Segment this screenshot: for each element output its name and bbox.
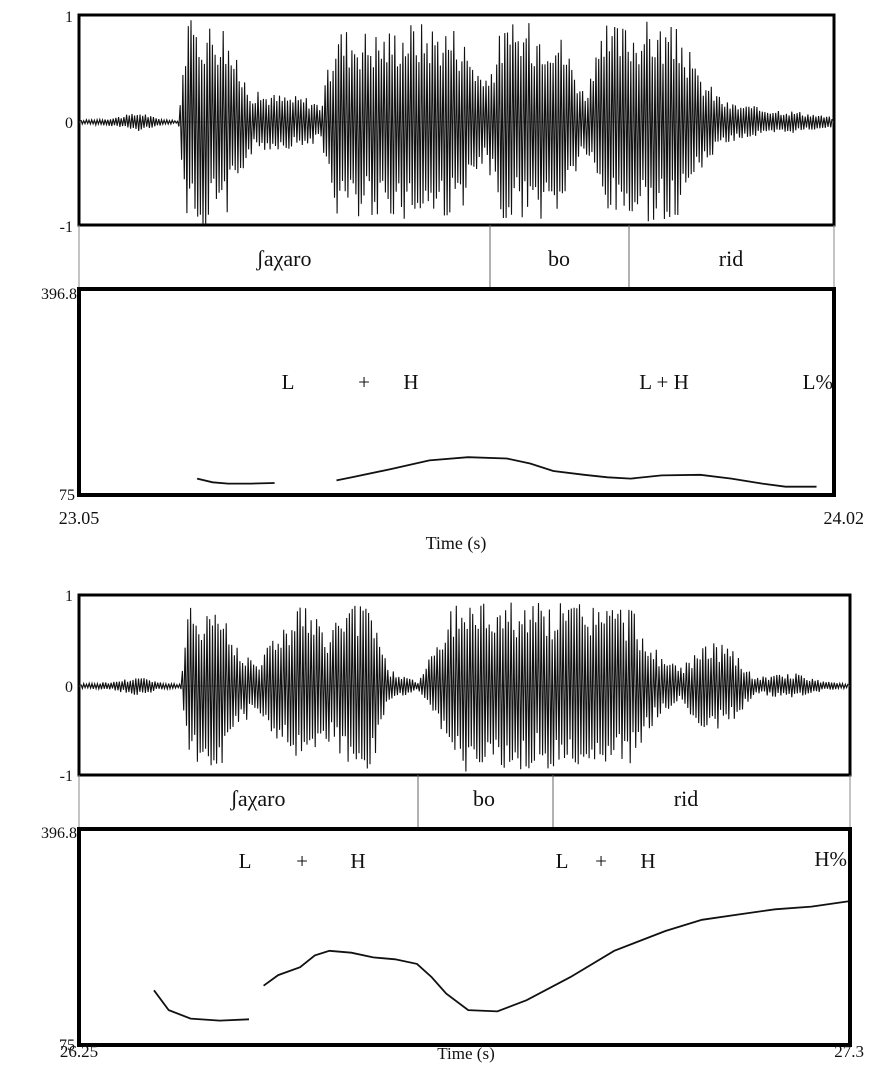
p1-pitch-frame bbox=[77, 287, 836, 497]
p1-tone-label: L% bbox=[803, 370, 833, 394]
p1-tone-label: L bbox=[282, 370, 295, 394]
p1-tone-label: H bbox=[403, 370, 418, 394]
p2-wave-tick-bottom: -1 bbox=[60, 768, 73, 785]
p1-x-axis-label: Time (s) bbox=[426, 533, 487, 554]
p1-syllable-label: rid bbox=[719, 246, 743, 271]
p2-pitch-tick-bottom: 75 bbox=[59, 1037, 75, 1054]
p2-pitch-tick-top: 396.8 bbox=[41, 825, 77, 842]
p1-pitch-tick-top: 396.8 bbox=[41, 286, 77, 303]
p2-wave-tick-zero: 0 bbox=[65, 679, 73, 696]
p1-pitch-segment bbox=[336, 456, 817, 488]
p1-pitch-tick-bottom: 75 bbox=[59, 487, 75, 504]
p2-waveform-frame bbox=[77, 593, 852, 777]
panel-2: 1 0 -1 ʃaχaro bo rid 396.8 75 L + H L + … bbox=[41, 588, 864, 1063]
p2-waveform bbox=[80, 602, 849, 772]
p1-syllable-label: ʃaχaro bbox=[256, 246, 312, 271]
p2-x-axis-label: Time (s) bbox=[437, 1044, 494, 1063]
p2-wave-tick-top: 1 bbox=[65, 588, 73, 605]
p2-tone-label: L bbox=[239, 849, 252, 873]
p1-tone-label: + bbox=[358, 370, 370, 394]
panel-1: 1 0 -1 ʃaχaro bo rid 396.8 75 L + H L + … bbox=[41, 9, 864, 554]
p2-x-tick-left: 26.25 bbox=[60, 1042, 98, 1061]
p1-x-tick-left: 23.05 bbox=[59, 508, 100, 528]
p1-pitch-segment bbox=[196, 477, 275, 485]
p2-syllable-label: rid bbox=[674, 786, 698, 811]
p2-pitch-segment bbox=[263, 900, 849, 1013]
p1-wave-tick-top: 1 bbox=[65, 9, 73, 26]
p1-waveform bbox=[80, 20, 833, 225]
p2-syllable-label: bo bbox=[473, 786, 495, 811]
p2-tone-label: H bbox=[640, 849, 655, 873]
p1-syllable-label: bo bbox=[548, 246, 570, 271]
p2-syllable-label: ʃaχaro bbox=[230, 786, 286, 811]
p2-tone-label: + bbox=[595, 849, 607, 873]
p1-waveform-frame bbox=[77, 13, 836, 227]
p2-pitch-frame bbox=[77, 827, 852, 1047]
p2-tone-label: + bbox=[296, 849, 308, 873]
p1-x-tick-right: 24.02 bbox=[824, 508, 865, 528]
p1-wave-tick-bottom: -1 bbox=[60, 219, 73, 236]
p1-wave-tick-zero: 0 bbox=[65, 115, 73, 132]
p2-tone-label: L bbox=[556, 849, 569, 873]
p2-tone-label: H bbox=[350, 849, 365, 873]
p2-tone-label: H% bbox=[814, 847, 847, 871]
p1-tone-label: L + H bbox=[639, 370, 689, 394]
p2-x-tick-right: 27.3 bbox=[834, 1042, 864, 1061]
p2-pitch-segment bbox=[153, 989, 250, 1022]
